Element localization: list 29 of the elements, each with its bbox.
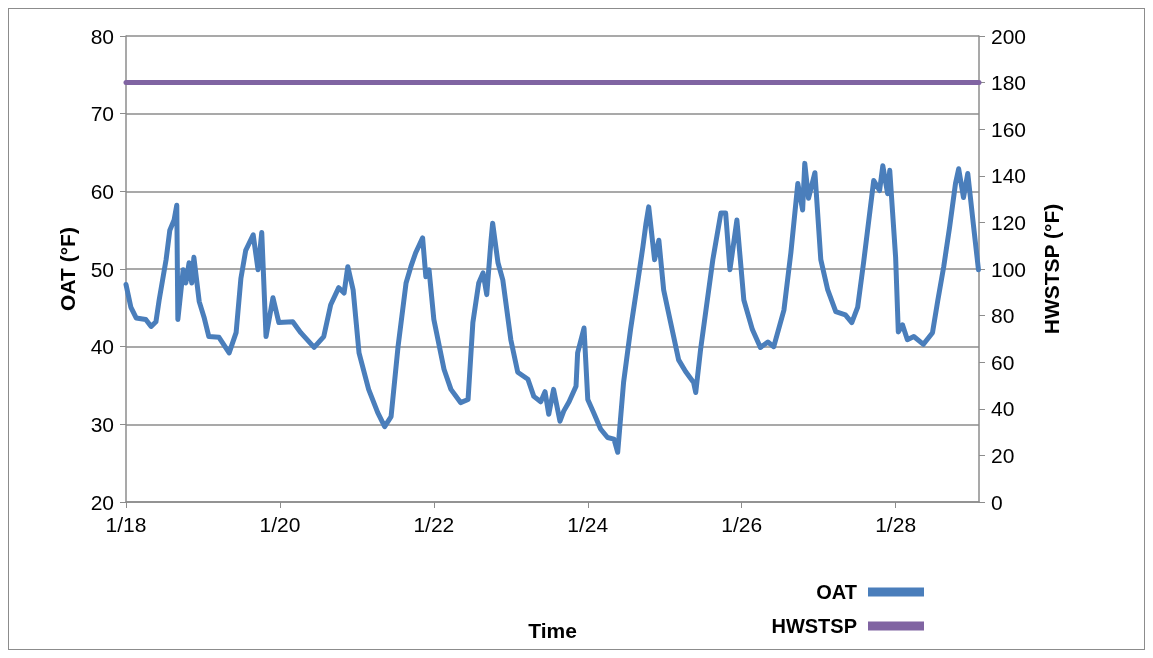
x-tick-label: 1/26 <box>721 513 763 536</box>
y2-tick-label: 40 <box>991 397 1015 421</box>
y2-tick-label: 140 <box>991 164 1027 188</box>
y2-tick-label: 180 <box>991 71 1027 95</box>
y-tick-label: 80 <box>90 24 114 48</box>
y-tick-label: 40 <box>90 335 114 359</box>
x-tick-label: 1/24 <box>567 513 609 536</box>
y2-tick-label: 120 <box>991 210 1027 234</box>
y2-tick-label: 0 <box>991 490 1003 514</box>
legend-label: HWSTSP <box>771 615 857 637</box>
y-tick-label: 30 <box>90 412 114 436</box>
legend-label: OAT <box>816 581 857 603</box>
y2-tick-label: 200 <box>991 24 1027 48</box>
y2-tick-label: 80 <box>991 304 1015 328</box>
y-axis-title: OAT (°F) <box>56 227 79 311</box>
y-tick-label: 50 <box>90 257 114 281</box>
x-tick-label: 1/22 <box>413 513 455 536</box>
x-tick-label: 1/18 <box>105 513 147 536</box>
y2-tick-label: 60 <box>991 350 1015 374</box>
y2-tick-label: 100 <box>991 257 1027 281</box>
x-tick-label: 1/20 <box>259 513 301 536</box>
x-tick-label: 1/28 <box>875 513 917 536</box>
y-tick-label: 60 <box>90 179 114 203</box>
y-tick-label: 70 <box>90 102 114 126</box>
y-tick-label: 20 <box>90 490 114 514</box>
y2-tick-label: 20 <box>991 443 1015 467</box>
x-axis-title: Time <box>528 619 577 642</box>
y2-axis-title: HWSTSP (°F) <box>1040 203 1063 335</box>
y2-tick-label: 160 <box>991 117 1027 141</box>
